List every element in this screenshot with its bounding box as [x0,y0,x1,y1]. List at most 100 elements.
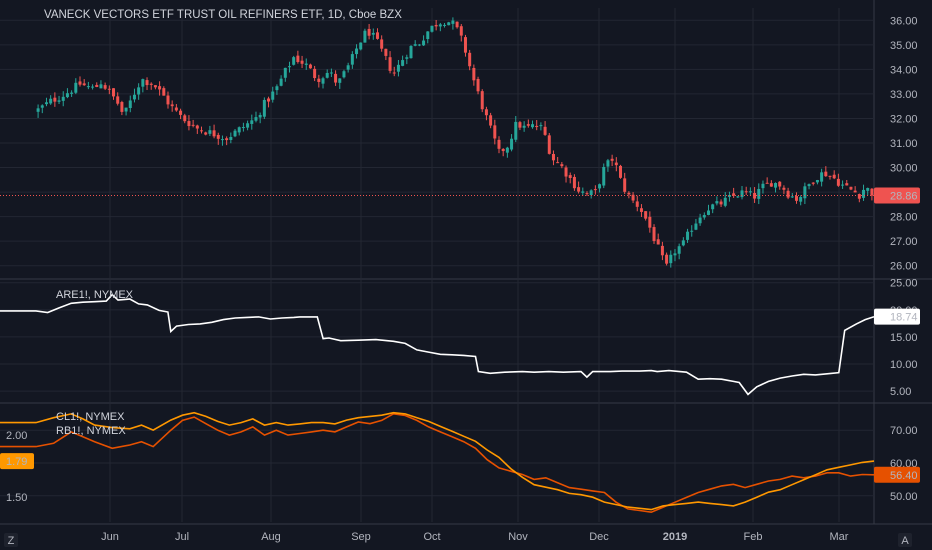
candle-body [744,191,748,193]
x-tick-label: 2019 [663,531,687,543]
candle-body [820,172,824,182]
candle-body [225,138,229,141]
candle-body [681,240,685,246]
candle-body [723,197,727,206]
auto-scale-button[interactable] [898,533,912,547]
candle-body [577,187,581,192]
candle-body [250,120,254,124]
candle-body [363,30,367,43]
y-tick-label: 32.00 [890,113,918,125]
candle-body [782,187,786,190]
candle-body [91,86,95,88]
last-price-tag [874,187,920,204]
candle-body [53,97,57,102]
candle-body [794,196,798,201]
y-tick-label: 50.00 [890,491,918,503]
candle-body [480,91,484,110]
x-tick-label: Aug [261,531,281,543]
candle-body [686,231,690,240]
candle-body [619,165,623,178]
candle-body [711,204,715,210]
x-tick-label: Feb [744,531,763,543]
candle-body [74,82,78,93]
candle-body [409,46,413,59]
candle-body [78,81,82,85]
candle-body [522,125,526,128]
candle-body [803,186,807,199]
candle-body [258,114,262,118]
y-tick-label: 15.00 [890,332,918,344]
candle-body [183,115,187,122]
candle-body [514,121,518,140]
candle-body [824,171,828,177]
series-line-1 [0,411,875,511]
candle-body [195,125,199,129]
candle-body [61,96,65,101]
candle-body [179,110,183,115]
x-tick-label: Dec [589,531,609,543]
candle-body [212,130,216,137]
candle-body [384,48,388,56]
x-tick-label: Nov [508,531,528,543]
candle-body [40,105,44,108]
candle-body [736,196,740,198]
candle-body [748,191,752,193]
candle-body [761,183,765,189]
candle-body [505,147,509,153]
candle-body [807,184,811,187]
candle-body [321,78,325,84]
candle-body [112,88,116,97]
candle-body [149,83,153,85]
candle-body [107,88,111,90]
candle-body [706,210,710,215]
candle-body [36,108,40,112]
candle-body [426,31,430,40]
candle-body [254,117,258,121]
series-label-are1: ARE1!, NYMEX [56,289,134,301]
candle-body [430,25,434,32]
candle-body [690,230,694,232]
candle-body [308,64,312,69]
zoom-button[interactable] [4,533,18,547]
candle-body [694,223,698,230]
candle-body [191,124,195,126]
candle-body [660,245,664,256]
candle-body [237,127,241,133]
candle-body [598,184,602,189]
candle-body [556,162,560,164]
candle-body [551,153,555,161]
candle-body [208,130,212,134]
candle-body [627,192,631,195]
candle-body [811,182,815,184]
left-y-tick-label: 1.50 [6,492,27,504]
y-tick-label: 31.00 [890,138,918,150]
candle-body [380,39,384,49]
candle-body [531,124,535,128]
candle-body [200,130,204,132]
zoom-label: Z [8,535,15,547]
candle-body [786,190,790,198]
candle-body [468,52,472,67]
candle-body [246,123,250,128]
candle-body [610,158,614,161]
y-tick-label: 10.00 [890,359,918,371]
candle-body [116,96,120,104]
candle-body [279,78,283,86]
candle-body [476,78,480,92]
candle-body [652,227,656,241]
candle-body [174,107,178,111]
candle-body [593,189,597,191]
candle-body [241,127,245,129]
candle-body [275,86,279,91]
candle-body [342,71,346,78]
candle-body [535,125,539,128]
candle-body [443,24,447,26]
candle-body [388,57,392,71]
candle-body [187,121,191,127]
candle-body [581,191,585,193]
candle-body [698,217,702,224]
candle-body [447,22,451,26]
candle-body [614,162,618,166]
